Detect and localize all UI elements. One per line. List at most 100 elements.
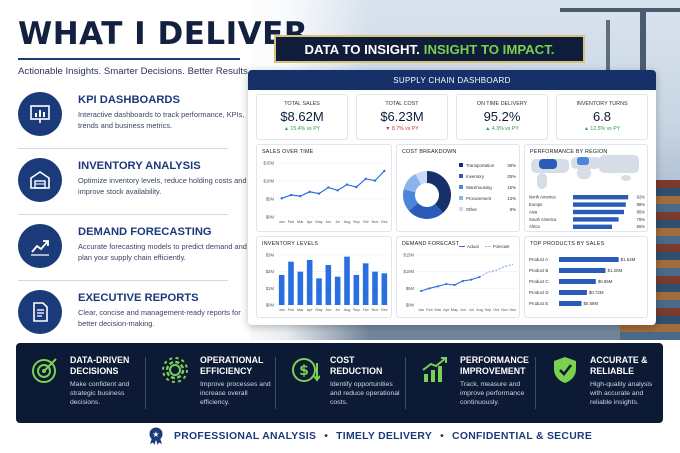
benefit-description: Improve processes and increase overall e… — [200, 381, 271, 406]
x-tick-label: Jun — [325, 308, 331, 312]
kpi-value: $6.23M — [380, 109, 424, 124]
service-inventory-analysis: INVENTORY ANALYSIS Optimize inventory le… — [18, 158, 246, 215]
donut-slice — [408, 202, 444, 219]
benefit-description: High-quality analysis with accurate and … — [590, 381, 653, 406]
y-tick-label: $3M — [266, 253, 275, 258]
sales-point — [373, 179, 377, 182]
panel-title: COST BREAKDOWN — [402, 149, 457, 155]
y-tick-label: $0M — [266, 215, 275, 220]
x-tick-label: Aug — [344, 220, 351, 224]
x-tick-label: Mar — [435, 308, 442, 312]
kpi-card-on-time-delivery: ON TIME DELIVERY 95.2% ▲ 4.3% vs PY — [456, 94, 548, 140]
y-tick-label: $5M — [266, 197, 275, 202]
region-label: Europe — [529, 202, 543, 207]
product-bar — [559, 257, 619, 262]
kpi-value: 6.8 — [592, 109, 612, 124]
product-value: $1.20M — [608, 268, 623, 273]
actual-point — [428, 287, 431, 290]
y-tick-label: $10M — [404, 269, 415, 274]
page-title: WHAT I DELIVER — [18, 16, 309, 52]
award-badge-icon: ★ — [149, 427, 163, 445]
cost-donut-chart: Transportation 38% Inventory 25% Warehousing… — [403, 163, 516, 219]
x-tick-label: Sep — [484, 308, 491, 312]
actual-point — [445, 282, 448, 286]
legend-swatch — [459, 207, 463, 211]
x-tick-label: Apr — [307, 220, 314, 224]
region-value: 92% — [637, 195, 646, 200]
panel-title: INVENTORY LEVELS — [262, 241, 319, 247]
service-executive-reports: EXECUTIVE REPORTS Clear, concise and man… — [18, 290, 241, 340]
service-description: Optimize inventory levels, reduce holdin… — [78, 176, 247, 196]
divider — [18, 280, 228, 281]
x-tick-label: May — [315, 220, 322, 224]
region-label: Asia — [529, 209, 538, 214]
x-tick-label: Jun — [460, 308, 466, 312]
x-tick-label: Apr — [307, 308, 314, 312]
divider — [18, 214, 228, 215]
sales-point — [289, 193, 293, 197]
x-tick-label: Nov — [372, 220, 379, 224]
sales-line-chart: $15M $10M $5M $0M Jan Feb Mar Apr May Jun Jul Aug Se… — [264, 161, 389, 224]
x-tick-label: Apr — [443, 308, 450, 312]
benefit-cost-reduction: $ COST REDUCTION Identify opportunities … — [276, 343, 405, 423]
x-tick-label: Feb — [426, 308, 433, 312]
kpi-delta: ▲ 15.4% vs PY — [283, 126, 321, 132]
y-tick-label: $2M — [266, 269, 275, 274]
actual-point — [461, 279, 464, 283]
region-label: South America — [529, 217, 557, 222]
region-bar — [573, 209, 624, 215]
y-tick-label: $0M — [406, 303, 415, 308]
service-kpi-dashboards: KPI DASHBOARDS Interactive dashboards to… — [18, 92, 244, 149]
trend-up-icon — [18, 224, 62, 268]
inventory-bar — [334, 276, 341, 305]
kpi-card-total-cost: TOTAL COST $6.23M ▼ 8.7% vs PY — [356, 94, 448, 140]
legend-label: Warehousing — [466, 185, 492, 190]
x-tick-label: Aug — [344, 308, 351, 312]
x-tick-label: Sep — [353, 220, 360, 224]
region-value: 85% — [637, 209, 646, 214]
kpi-delta: ▲ 4.3% vs PY — [485, 126, 519, 132]
world-map-shape — [537, 173, 547, 189]
kpi-label: ON TIME DELIVERY — [476, 101, 528, 107]
legend-label: Actual — [467, 244, 479, 249]
benefit-performance-improvement: PERFORMANCE IMPROVEMENT Track, measure a… — [406, 343, 535, 423]
benefit-accurate-reliable: ACCURATE & RELIABLE High-quality analysi… — [536, 343, 663, 423]
legend-swatch — [459, 174, 463, 178]
region-bar — [573, 202, 626, 207]
sales-point — [308, 190, 311, 193]
presentation-chart-icon — [18, 92, 62, 136]
x-tick-label: May — [315, 308, 322, 312]
banner-text-1: DATA TO INSIGHT. — [304, 41, 420, 57]
region-label: Africa — [529, 224, 540, 229]
sales-over-time-panel: SALES OVER TIME $15M $10M $5M $0M Jan Feb Mar A… — [256, 144, 392, 232]
x-tick-label: Aug — [476, 308, 483, 312]
x-tick-label: Feb — [288, 308, 295, 312]
product-bar — [559, 268, 606, 273]
x-tick-label: Oct — [363, 308, 370, 312]
panel-title: SALES OVER TIME — [262, 149, 314, 155]
legend-value: 8% — [510, 207, 516, 212]
benefit-data-driven: DATA-DRIVEN DECISIONS Make confident and… — [16, 343, 145, 423]
bar-growth-icon — [422, 357, 447, 382]
banner-text-2: INSIGHT TO IMPACT. — [423, 41, 555, 57]
x-tick-label: Dec — [381, 220, 388, 224]
benefit-title: PERFORMANCE IMPROVEMENT — [460, 355, 529, 376]
inventory-bar — [344, 256, 350, 305]
panel-title: TOP PRODUCTS BY SALES — [530, 241, 605, 247]
x-tick-label: Jul — [335, 308, 340, 312]
product-bar — [559, 290, 587, 295]
product-bar — [559, 279, 596, 284]
product-value: $0.72M — [589, 290, 604, 295]
world-map-shape — [599, 155, 639, 173]
sales-point — [327, 186, 330, 189]
y-tick-label: $15M — [404, 253, 415, 258]
divider — [405, 357, 406, 409]
product-label: Product E — [529, 301, 548, 306]
service-demand-forecasting: DEMAND FORECASTING Accurate forecasting … — [18, 224, 247, 281]
actual-line — [420, 276, 480, 292]
tagline: Actionable Insights. Smarter Decisions. … — [18, 66, 251, 77]
legend-swatch — [459, 196, 463, 200]
donut-slice — [427, 171, 451, 213]
benefit-operational-efficiency: OPERATIONAL EFFICIENCY Improve processes… — [146, 343, 275, 423]
